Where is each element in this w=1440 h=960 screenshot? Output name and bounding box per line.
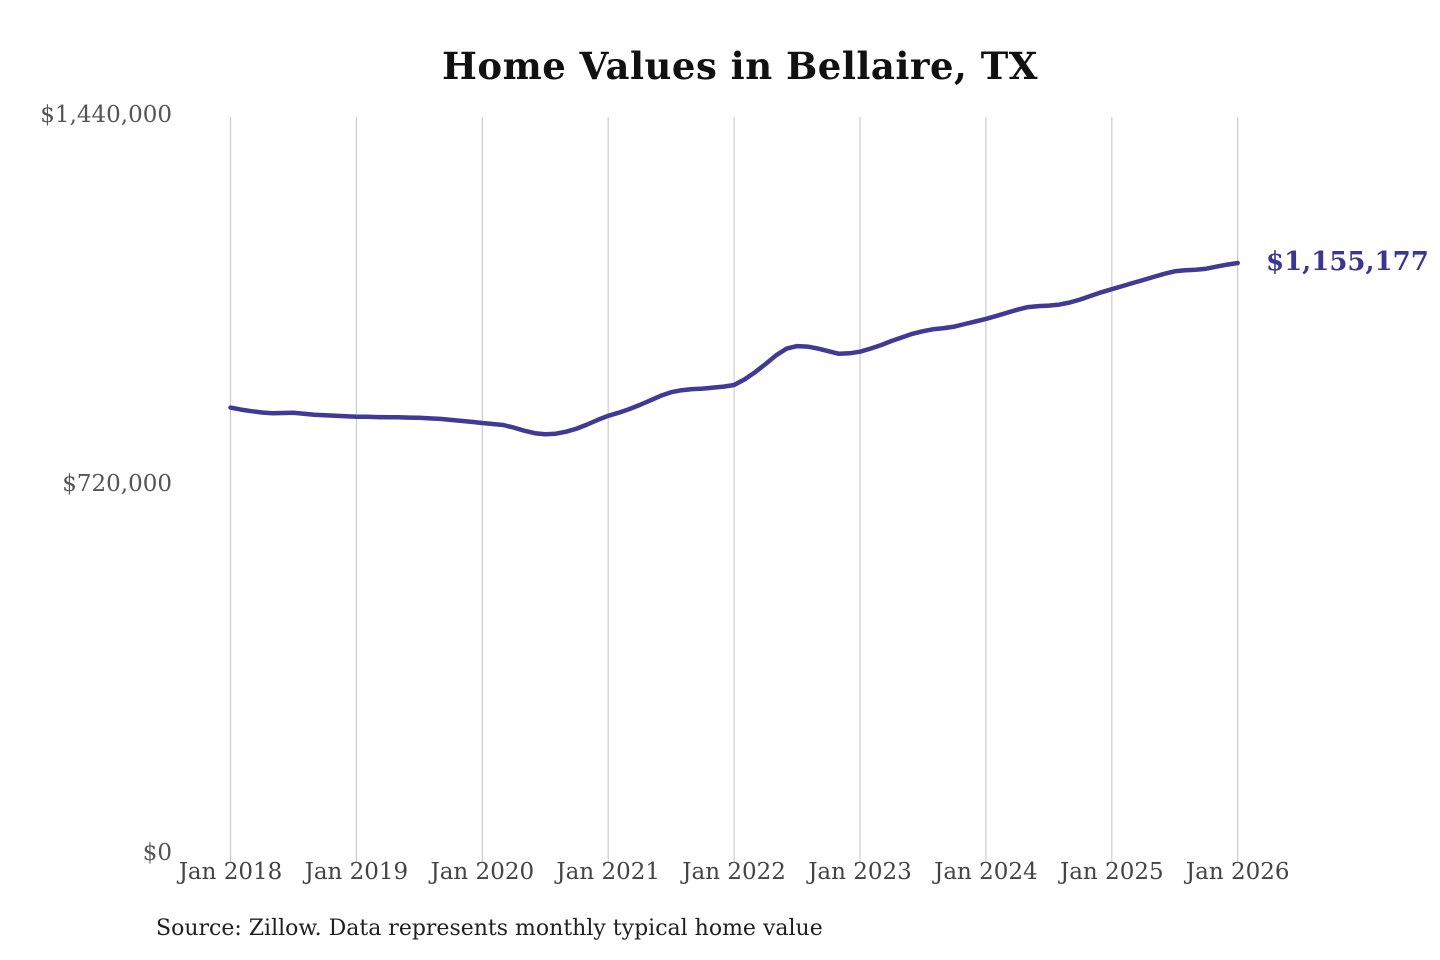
source-note: Source: Zillow. Data represents monthly … bbox=[156, 916, 823, 941]
x-tick-label: Jan 2022 bbox=[682, 859, 786, 885]
y-tick-label: $1,440,000 bbox=[40, 102, 172, 128]
y-tick-label: $720,000 bbox=[62, 471, 172, 497]
x-tick-label: Jan 2023 bbox=[808, 859, 912, 885]
x-tick-label: Jan 2018 bbox=[178, 859, 283, 885]
chart-title: Home Values in Bellaire, TX bbox=[441, 44, 1039, 88]
x-tick-label: Jan 2026 bbox=[1185, 859, 1290, 885]
home-value-line bbox=[228, 260, 1240, 437]
latest-value-label: $1,155,177 bbox=[1266, 246, 1429, 277]
x-tick-label: Jan 2021 bbox=[556, 859, 660, 885]
y-tick-label: $0 bbox=[142, 840, 172, 866]
x-tick-label: Jan 2019 bbox=[304, 859, 409, 885]
x-tick-label: Jan 2025 bbox=[1060, 859, 1164, 885]
x-tick-label: Jan 2024 bbox=[934, 859, 1038, 885]
x-tick-label: Jan 2020 bbox=[430, 859, 535, 885]
